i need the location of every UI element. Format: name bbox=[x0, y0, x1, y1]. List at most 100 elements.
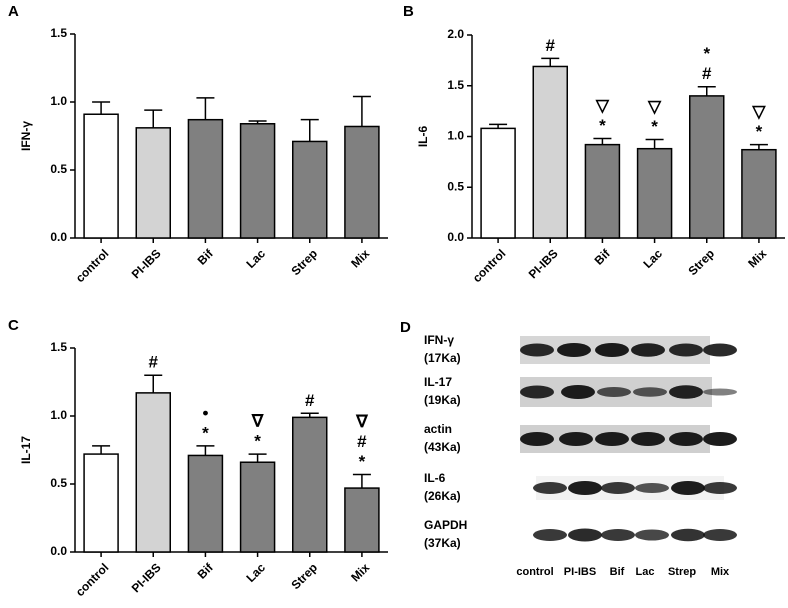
blot-band bbox=[568, 481, 602, 495]
blot-band bbox=[601, 529, 635, 541]
protein-name: actin bbox=[424, 422, 452, 436]
significance-mark: * bbox=[599, 116, 606, 135]
protein-size: (19Ka) bbox=[424, 393, 461, 407]
protein-size: (26Ka) bbox=[424, 489, 461, 503]
significance-mark: # bbox=[546, 36, 556, 55]
bar bbox=[344, 125, 380, 239]
lane-label: PI-IBS bbox=[564, 566, 596, 578]
bar bbox=[480, 127, 516, 239]
protein-name: GAPDH bbox=[424, 518, 467, 532]
panel-label: D bbox=[400, 319, 411, 336]
blot-band bbox=[520, 385, 554, 399]
panel-label: A bbox=[8, 3, 19, 20]
bar bbox=[689, 95, 725, 239]
panel-label: C bbox=[8, 317, 19, 334]
y-tick-label: 2.0 bbox=[447, 27, 464, 41]
significance-mark: • bbox=[202, 403, 208, 422]
blot-band bbox=[595, 432, 629, 446]
blot-band bbox=[533, 529, 567, 541]
lane-label: Strep bbox=[668, 566, 696, 578]
bar bbox=[239, 461, 276, 553]
panel-label: B bbox=[403, 3, 414, 20]
bar bbox=[83, 113, 119, 239]
significance-mark: * bbox=[359, 452, 366, 471]
y-axis-label: IL-17 bbox=[19, 436, 33, 464]
bar bbox=[532, 65, 568, 239]
significance-mark: * bbox=[756, 122, 763, 141]
protein-size: (17Ka) bbox=[424, 351, 461, 365]
blot-band bbox=[557, 343, 591, 357]
bar bbox=[239, 123, 276, 239]
blot-band bbox=[703, 432, 737, 446]
significance-mark: # bbox=[702, 64, 712, 83]
significance-mark: # bbox=[357, 432, 367, 451]
blot-band bbox=[669, 343, 703, 357]
y-axis-label: IL-6 bbox=[416, 126, 430, 148]
blot-band bbox=[671, 481, 705, 495]
bar bbox=[83, 453, 119, 553]
lane-label: Lac bbox=[636, 566, 655, 578]
blot-band bbox=[669, 432, 703, 446]
blot-band bbox=[595, 343, 629, 357]
significance-mark: ∇ bbox=[251, 412, 264, 431]
protein-name: IL-17 bbox=[424, 375, 452, 389]
lane-label: control bbox=[516, 566, 553, 578]
significance-mark: * bbox=[202, 423, 209, 442]
y-axis-label: IFN-γ bbox=[19, 121, 33, 151]
y-tick-label: 1.0 bbox=[50, 94, 67, 108]
bar bbox=[292, 416, 328, 553]
y-tick-label: 0.5 bbox=[447, 179, 464, 193]
bar bbox=[135, 392, 171, 553]
significance-mark: ▽ bbox=[595, 96, 610, 115]
significance-mark: * bbox=[703, 44, 710, 63]
blot-band bbox=[559, 432, 593, 446]
lane-label: Mix bbox=[711, 566, 730, 578]
blot-band bbox=[633, 387, 667, 397]
significance-mark: # bbox=[149, 353, 159, 372]
y-tick-label: 1.0 bbox=[447, 129, 464, 143]
y-tick-label: 0.0 bbox=[50, 230, 67, 244]
blot-band bbox=[703, 529, 737, 541]
blot-band bbox=[671, 528, 705, 542]
blot-band bbox=[703, 482, 737, 494]
blot-band bbox=[635, 483, 669, 493]
significance-mark: ▽ bbox=[751, 102, 766, 121]
protein-size: (37Ka) bbox=[424, 536, 461, 550]
blot-band bbox=[533, 482, 567, 494]
bar bbox=[741, 148, 777, 239]
bar bbox=[187, 454, 224, 553]
blot-band bbox=[669, 385, 703, 399]
significance-mark: * bbox=[254, 432, 261, 451]
blot-band bbox=[703, 343, 737, 357]
y-tick-label: 0.0 bbox=[50, 544, 67, 558]
bar bbox=[187, 118, 224, 239]
y-tick-label: 1.5 bbox=[50, 340, 67, 354]
bar bbox=[292, 140, 328, 239]
y-tick-label: 0.5 bbox=[50, 476, 67, 490]
significance-mark: # bbox=[305, 391, 315, 410]
significance-mark: ▽ bbox=[647, 97, 662, 116]
y-tick-label: 1.5 bbox=[447, 78, 464, 92]
bar bbox=[344, 487, 380, 553]
bar bbox=[584, 143, 621, 239]
blot-band bbox=[635, 529, 669, 541]
y-tick-label: 1.0 bbox=[50, 408, 67, 422]
blot-band bbox=[703, 388, 737, 396]
blot-band bbox=[520, 432, 554, 446]
blot-band bbox=[597, 387, 631, 397]
protein-size: (43Ka) bbox=[424, 440, 461, 454]
blot-band bbox=[631, 343, 665, 357]
blot-band bbox=[520, 343, 554, 357]
blot-band bbox=[561, 385, 595, 399]
bar bbox=[135, 127, 171, 239]
protein-name: IFN-γ bbox=[424, 333, 454, 347]
significance-mark: * bbox=[651, 117, 658, 136]
protein-name: IL-6 bbox=[424, 471, 446, 485]
blot-band bbox=[601, 482, 635, 494]
y-tick-label: 1.5 bbox=[50, 26, 67, 40]
y-tick-label: 0.5 bbox=[50, 162, 67, 176]
lane-label: Bif bbox=[610, 566, 625, 578]
bar bbox=[636, 147, 673, 239]
